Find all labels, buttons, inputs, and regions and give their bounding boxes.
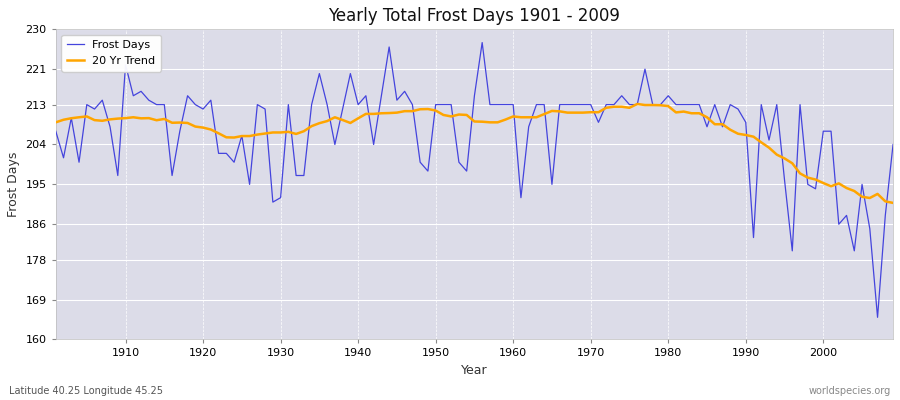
20 Yr Trend [601, 105, 612, 110]
X-axis label: Year: Year [461, 364, 488, 377]
Line: Frost Days: Frost Days [56, 42, 893, 317]
Frost Days [872, 315, 883, 320]
20 Yr Trend [632, 102, 643, 106]
Frost Days [887, 142, 898, 147]
Frost Days [516, 195, 526, 200]
Title: Yearly Total Frost Days 1901 - 2009: Yearly Total Frost Days 1901 - 2009 [328, 7, 620, 25]
Legend: Frost Days, 20 Yr Trend: Frost Days, 20 Yr Trend [61, 35, 161, 72]
Text: Latitude 40.25 Longitude 45.25: Latitude 40.25 Longitude 45.25 [9, 386, 163, 396]
Frost Days [477, 40, 488, 45]
Frost Days [50, 129, 61, 134]
Y-axis label: Frost Days: Frost Days [7, 152, 20, 217]
20 Yr Trend [887, 200, 898, 205]
20 Yr Trend [500, 117, 511, 122]
20 Yr Trend [283, 130, 293, 134]
Text: worldspecies.org: worldspecies.org [809, 386, 891, 396]
Frost Days [112, 173, 123, 178]
Frost Days [508, 102, 518, 107]
Frost Days [608, 102, 619, 107]
20 Yr Trend [329, 115, 340, 120]
20 Yr Trend [508, 114, 518, 119]
Line: 20 Yr Trend: 20 Yr Trend [56, 104, 893, 203]
Frost Days [329, 142, 340, 147]
Frost Days [283, 102, 293, 107]
20 Yr Trend [50, 120, 61, 125]
20 Yr Trend [112, 116, 123, 121]
